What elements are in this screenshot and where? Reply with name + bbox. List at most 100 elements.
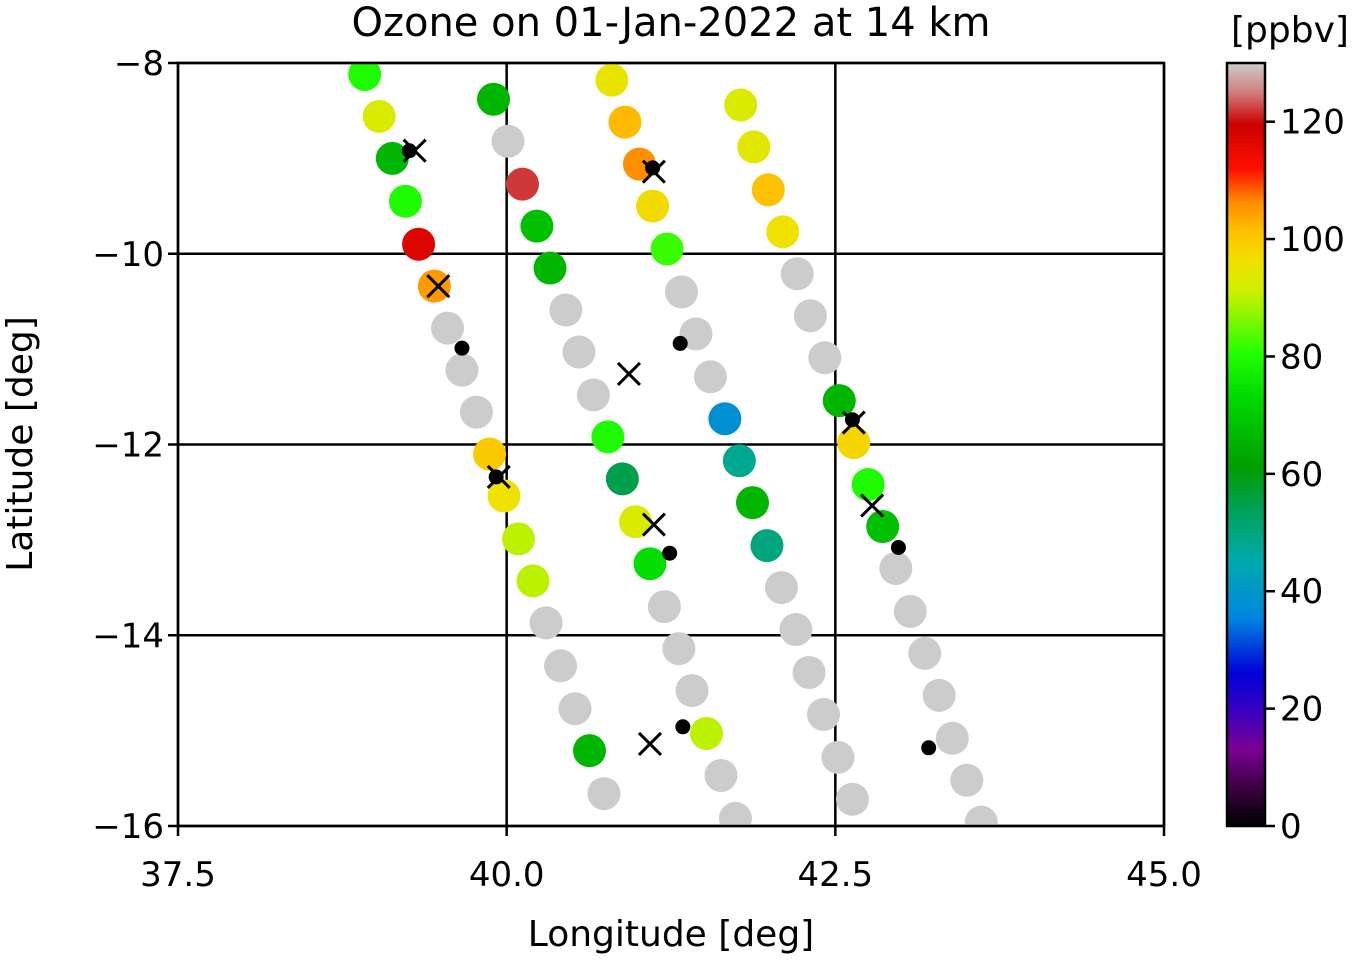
data-point <box>650 232 684 266</box>
data-point <box>879 551 913 585</box>
data-point <box>722 444 756 478</box>
colorbar-tick-label: 20 <box>1280 690 1323 730</box>
dot-marker <box>488 469 504 485</box>
data-point <box>751 173 785 207</box>
data-point <box>736 486 770 520</box>
data-point <box>679 317 713 351</box>
data-point <box>821 740 855 774</box>
data-point <box>487 479 521 513</box>
data-point <box>459 395 493 429</box>
data-point <box>724 88 758 122</box>
data-point <box>362 99 396 133</box>
x-tick-label: 37.5 <box>140 855 216 895</box>
colorbar-tick-label: 60 <box>1280 455 1323 495</box>
data-point <box>964 805 998 826</box>
x-marker <box>616 361 641 386</box>
data-point <box>950 763 984 797</box>
data-point <box>689 716 723 750</box>
x-axis-label: Longitude [deg] <box>528 914 814 955</box>
x-tick-label: 45.0 <box>1126 855 1202 895</box>
colorbar-tick-label: 0 <box>1280 807 1302 847</box>
data-point <box>348 63 382 91</box>
data-point <box>491 124 525 158</box>
data-point <box>647 590 681 624</box>
dot-marker <box>890 540 906 556</box>
data-point <box>636 189 670 223</box>
data-point <box>792 655 826 689</box>
dot-marker <box>401 143 417 159</box>
colorbar-tick-label: 80 <box>1280 337 1323 377</box>
colorbar-tick-label: 40 <box>1280 572 1323 612</box>
data-point <box>851 468 885 502</box>
dot-marker <box>662 545 678 561</box>
data-point <box>893 594 927 628</box>
x-marker <box>426 274 451 299</box>
data-point <box>922 678 956 712</box>
data-point <box>750 529 784 563</box>
data-point <box>388 184 422 218</box>
data-point <box>866 510 900 544</box>
data-point <box>708 402 742 436</box>
chart-title: Ozone on 01-Jan-2022 at 14 km <box>352 0 991 46</box>
data-point <box>520 209 554 243</box>
colorbar <box>1225 61 1267 828</box>
data-point <box>529 606 563 640</box>
data-point <box>591 420 625 454</box>
data-point <box>737 130 771 164</box>
data-point <box>501 522 535 556</box>
data-point <box>837 426 871 460</box>
data-point <box>780 257 814 291</box>
data-point <box>935 721 969 755</box>
data-point <box>908 636 942 670</box>
data-point <box>822 384 856 418</box>
data-point <box>704 758 738 792</box>
x-axis-ticks: 37.5 40.0 42.5 45.0 <box>140 826 1202 895</box>
y-tick-label: −10 <box>92 235 164 275</box>
dot-marker <box>921 740 937 756</box>
y-tick-label: −14 <box>92 616 164 656</box>
data-point <box>764 571 798 605</box>
y-tick-label: −12 <box>92 426 164 466</box>
data-point <box>662 632 696 666</box>
data-point <box>477 82 511 116</box>
data-point <box>807 697 841 731</box>
data-point <box>549 293 583 327</box>
data-point <box>533 251 567 285</box>
x-marker <box>860 493 885 518</box>
data-point <box>665 275 699 309</box>
data-point <box>633 547 667 581</box>
data-point <box>558 692 592 726</box>
data-point <box>693 360 727 394</box>
data-point <box>675 674 709 708</box>
data-point <box>605 462 639 496</box>
y-tick-label: −16 <box>92 807 164 847</box>
data-point <box>808 341 842 375</box>
data-point <box>595 63 629 97</box>
grid-lines <box>176 61 1166 828</box>
data-point <box>766 215 800 249</box>
data-point <box>505 167 539 201</box>
data-point <box>779 613 813 647</box>
data-point <box>718 801 752 826</box>
data-point <box>793 299 827 333</box>
dot-marker <box>454 340 470 356</box>
dot-marker <box>675 719 691 735</box>
y-tick-label: −8 <box>114 44 164 84</box>
colorbar-ticks: 0 20 40 60 80 100 120 <box>1265 103 1345 847</box>
x-marker <box>641 512 666 537</box>
data-point <box>576 378 610 412</box>
data-point <box>417 269 451 303</box>
data-point <box>562 335 596 369</box>
x-tick-label: 42.5 <box>797 855 873 895</box>
y-axis-ticks: −8 −10 −12 −14 −16 <box>92 44 178 847</box>
data-point <box>544 649 578 683</box>
data-point <box>375 141 409 175</box>
data-point <box>473 437 507 471</box>
data-point <box>587 777 621 811</box>
dot-marker <box>844 412 860 428</box>
data-point <box>445 353 479 387</box>
data-point <box>835 782 869 816</box>
dot-marker <box>645 160 661 176</box>
x-tick-label: 40.0 <box>469 855 545 895</box>
